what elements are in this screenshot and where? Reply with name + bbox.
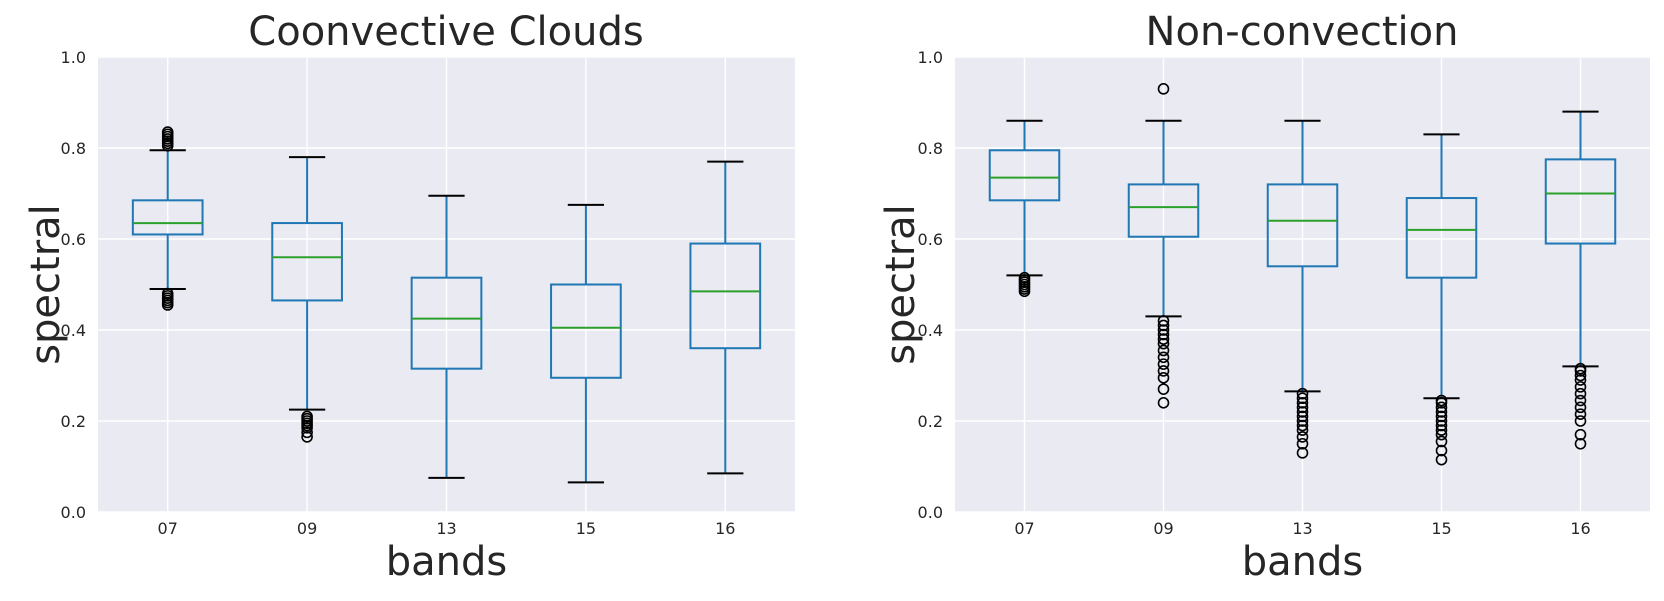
box-07: [131, 199, 204, 236]
x-tick-label: 13: [1292, 519, 1312, 538]
outlier-13: [1296, 392, 1309, 405]
outlier-15: [1435, 444, 1448, 457]
outlier-13: [1296, 387, 1309, 400]
y-tick-label: 0.6: [61, 230, 86, 249]
outlier-09: [1157, 337, 1170, 350]
outlier-13: [1296, 406, 1309, 418]
y-axis-label: spectral: [23, 204, 69, 365]
outlier-16: [1574, 387, 1587, 400]
outlier-15: [1435, 428, 1448, 441]
box-16: [689, 242, 762, 350]
x-tick-label: 07: [158, 519, 178, 538]
x-axis-label: bands: [386, 539, 507, 585]
outlier-15: [1435, 424, 1448, 436]
y-tick-label: 0.2: [918, 412, 943, 431]
outlier-15: [1435, 419, 1448, 432]
y-tick-label: 1.0: [61, 48, 86, 67]
box-13: [410, 276, 483, 370]
outlier-13: [1296, 401, 1309, 414]
outlier-13: [1296, 437, 1309, 450]
outlier-16: [1574, 428, 1587, 441]
outlier-15: [1435, 406, 1448, 418]
x-tick-label: 07: [1014, 519, 1034, 538]
outlier-09: [1157, 351, 1170, 364]
box-13: [1266, 183, 1339, 268]
outlier-13: [1296, 431, 1309, 443]
outlier-09: [1157, 319, 1170, 332]
outlier-16: [1574, 401, 1587, 414]
outlier-07: [1018, 271, 1031, 284]
outlier-09: [301, 410, 313, 423]
outlier-09: [1157, 328, 1170, 341]
outlier-15: [1435, 415, 1448, 427]
outlier-13: [1296, 396, 1309, 409]
outlier-09: [1157, 365, 1170, 377]
outlier-09: [1157, 324, 1170, 336]
outlier-16: [1574, 362, 1587, 375]
y-tick-label: 0.0: [61, 503, 86, 522]
outlier-13: [1296, 410, 1309, 423]
outlier-09: [301, 431, 313, 443]
y-tick-label: 0.4: [918, 321, 943, 340]
outlier-13: [1296, 424, 1309, 436]
y-tick-label: 0.0: [918, 503, 943, 522]
outlier-15: [1435, 394, 1448, 407]
outlier-09: [1157, 83, 1170, 95]
outlier-13: [1296, 447, 1309, 459]
x-tick-label: 15: [576, 519, 596, 538]
outlier-15: [1435, 453, 1448, 466]
outlier-09: [1157, 333, 1170, 345]
outlier-15: [1435, 435, 1448, 448]
y-tick-label: 0.4: [61, 321, 86, 340]
outlier-09: [301, 426, 313, 439]
outlier-16: [1574, 415, 1587, 427]
x-axis-label: bands: [1242, 539, 1363, 585]
outlier-07: [161, 287, 174, 300]
outlier-16: [1574, 408, 1587, 420]
outlier-07: [161, 126, 174, 138]
outlier-16: [1574, 381, 1587, 393]
y-tick-label: 0.2: [61, 412, 86, 431]
box-16: [1544, 158, 1617, 245]
box-15: [550, 283, 622, 379]
y-tick-label: 0.8: [61, 139, 86, 158]
outlier-13: [1296, 415, 1309, 427]
box-15: [1405, 197, 1478, 279]
outlier-09: [1157, 383, 1170, 395]
outlier-09: [1157, 344, 1170, 357]
box-07: [988, 149, 1061, 202]
box-09: [271, 222, 343, 302]
outlier-09: [1157, 396, 1170, 409]
y-tick-label: 1.0: [918, 48, 943, 67]
outlier-15: [1435, 401, 1448, 414]
outlier-09: [1157, 315, 1170, 327]
chart-title: Coonvective Clouds: [248, 9, 643, 55]
outlier-13: [1296, 419, 1309, 432]
x-tick-label: 16: [1570, 519, 1590, 538]
outlier-09: [1157, 358, 1170, 370]
outlier-16: [1574, 369, 1587, 382]
x-tick-label: 09: [1153, 519, 1173, 538]
x-tick-label: 16: [715, 519, 735, 538]
x-tick-label: 13: [436, 519, 456, 538]
outlier-16: [1574, 394, 1587, 407]
box-09: [1127, 183, 1200, 238]
outlier-16: [1574, 374, 1587, 386]
outlier-16: [1574, 437, 1587, 450]
outlier-09: [1157, 371, 1170, 384]
x-tick-label: 15: [1431, 519, 1451, 538]
x-tick-label: 09: [297, 519, 317, 538]
outlier-15: [1435, 410, 1448, 423]
y-tick-label: 0.6: [918, 230, 943, 249]
y-tick-label: 0.8: [918, 139, 943, 158]
chart-title: Non-convection: [1146, 9, 1459, 55]
y-axis-label: spectral: [878, 204, 924, 365]
